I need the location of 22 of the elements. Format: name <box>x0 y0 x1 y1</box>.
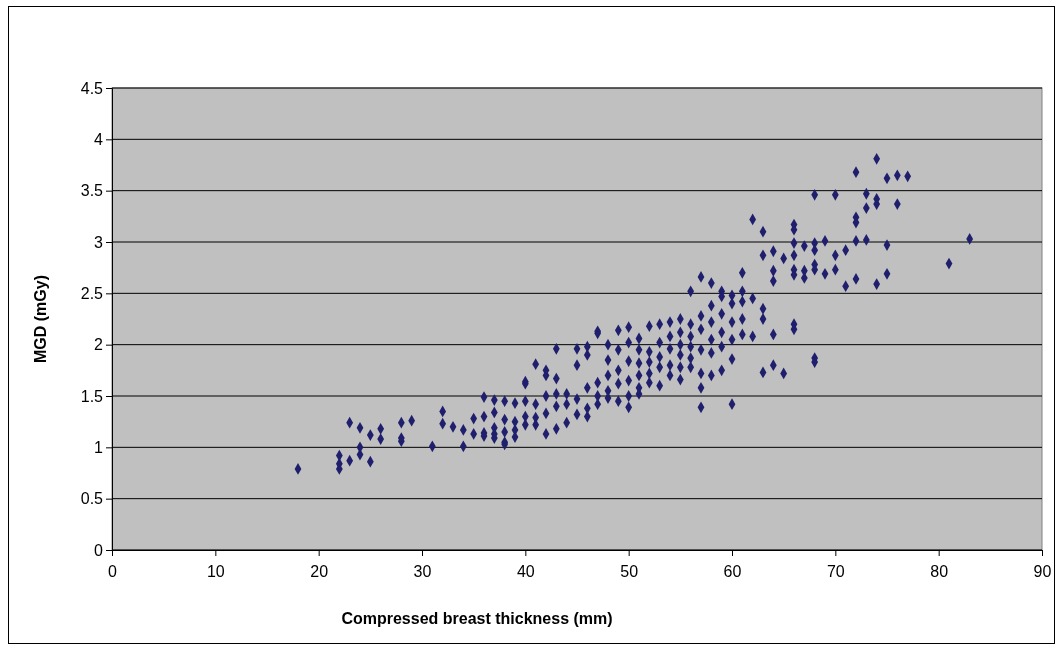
x-tick-label: 90 <box>1033 562 1052 580</box>
y-tick-label: 3 <box>94 233 104 251</box>
y-tick-label: 4.5 <box>80 79 104 97</box>
x-tick-label: 40 <box>516 562 535 580</box>
y-tick-label: 1.5 <box>80 387 104 405</box>
x-tick-label: 20 <box>310 562 329 580</box>
x-tick-label: 30 <box>413 562 432 580</box>
x-axis-title: Compressed breast thickness (mm) <box>341 610 613 627</box>
x-tick-label: 60 <box>723 562 742 580</box>
x-tick-label: 80 <box>930 562 949 580</box>
y-tick-label: 0.5 <box>80 490 104 508</box>
x-tick-label: 10 <box>206 562 225 580</box>
y-tick-label: 1 <box>94 438 104 456</box>
x-tick-label: 0 <box>108 562 118 580</box>
x-tick-label: 70 <box>826 562 845 580</box>
x-tick-label: 50 <box>620 562 639 580</box>
y-tick-label: 4 <box>94 130 104 148</box>
y-axis-title: MGD (mGy) <box>32 275 49 363</box>
y-tick-label: 3.5 <box>80 182 104 200</box>
y-tick-label: 2.5 <box>80 284 104 302</box>
y-tick-label: 0 <box>94 541 104 559</box>
y-tick-label: 2 <box>94 336 104 354</box>
